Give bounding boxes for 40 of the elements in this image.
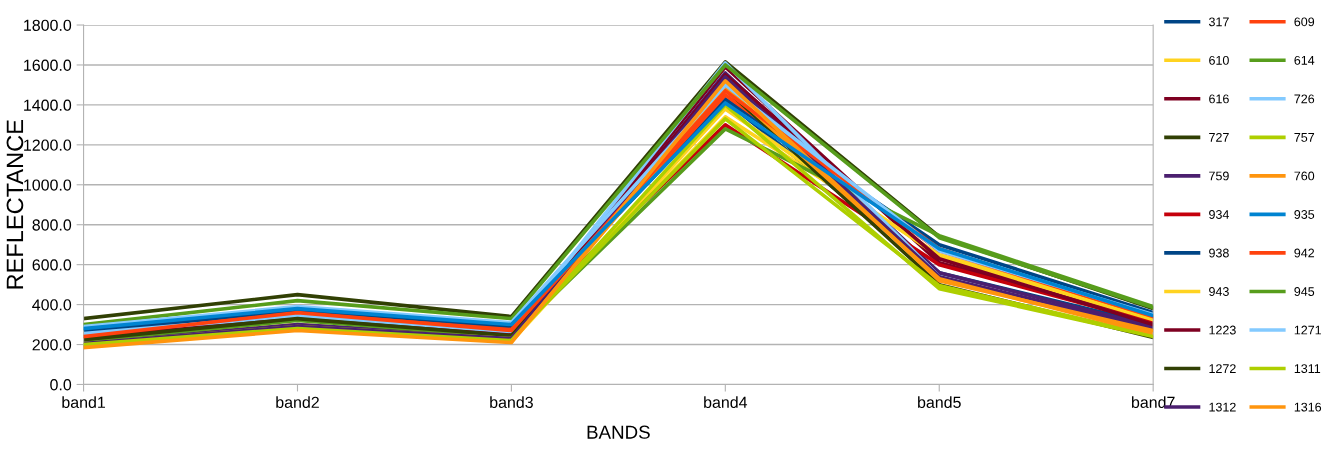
legend-label: 610: [1209, 55, 1229, 65]
x-tick-label: band1: [62, 396, 105, 409]
x-tick-label: band5: [918, 396, 961, 409]
y-axis-title: REFLECTANCE: [6, 120, 24, 289]
x-tick-label: band7: [1131, 396, 1175, 409]
legend-label: 616: [1209, 94, 1229, 104]
legend-label: 938: [1209, 248, 1229, 258]
y-tick-label: 1200.0: [24, 139, 72, 151]
y-tick-label: 400.0: [32, 299, 72, 311]
legend-label: 1316: [1294, 402, 1322, 412]
legend-label: 760: [1294, 171, 1315, 181]
x-tick-label: band4: [704, 396, 748, 409]
x-tick-label: band2: [276, 396, 319, 409]
legend-label: 1312: [1209, 402, 1236, 412]
legend-label: 945: [1294, 287, 1315, 296]
legend-label: 317: [1208, 17, 1229, 27]
legend-label: 759: [1209, 171, 1229, 181]
y-tick-label: 1400.0: [24, 99, 72, 111]
legend-label: 757: [1294, 133, 1315, 142]
legend-label: 943: [1209, 287, 1229, 296]
legend-label: 1223: [1209, 325, 1236, 335]
y-tick-label: 800.0: [32, 219, 72, 231]
legend-label: 614: [1294, 55, 1315, 65]
legend-label: 934: [1209, 210, 1229, 219]
y-tick-label: 1600.0: [24, 59, 72, 71]
legend-label: 726: [1294, 94, 1315, 104]
legend-label: 727: [1209, 132, 1229, 142]
legend-label: 942: [1294, 248, 1315, 258]
legend-label: 935: [1294, 210, 1315, 219]
y-tick-label: 600.0: [32, 259, 72, 271]
y-tick-label: 1000.0: [24, 179, 72, 191]
y-tick-label: 1800.0: [24, 19, 72, 31]
legend-label: 609: [1294, 17, 1315, 27]
y-tick-label: 200.0: [32, 339, 72, 351]
legend-label: 1272: [1209, 364, 1236, 373]
x-tick-label: band3: [490, 396, 533, 409]
legend-label: 1311: [1294, 364, 1321, 373]
y-tick-label: 0.0: [50, 379, 72, 391]
legend-label: 1271: [1294, 325, 1322, 335]
x-axis-title: BANDS: [587, 425, 650, 439]
